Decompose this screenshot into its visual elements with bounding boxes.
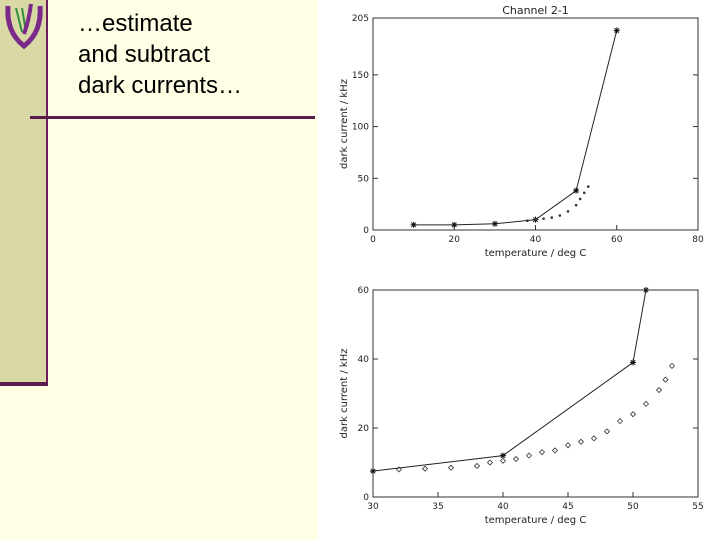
x-axis-label: temperature / deg C [485, 248, 587, 259]
data-point [642, 400, 650, 407]
data-point [542, 217, 545, 220]
x-tick-label: 40 [530, 235, 542, 245]
data-point [662, 376, 669, 383]
data-point [447, 464, 455, 471]
chart-zoomed: 30 35 40 45 50 55 0 20 40 60 temperature / deg C da… [339, 286, 704, 526]
x-tick-label: 50 [627, 502, 639, 512]
y-tick-label: 50 [358, 174, 370, 184]
y-tick-label: 100 [352, 123, 369, 133]
data-point [421, 465, 429, 472]
slide-line: and subtract [78, 41, 211, 68]
title-rule [30, 116, 315, 119]
data-point [603, 428, 611, 435]
data-point [410, 221, 417, 228]
x-tick-label: 60 [611, 235, 623, 245]
x-tick-label: 30 [367, 502, 379, 512]
data-point [573, 187, 580, 194]
x-tick-label: 35 [432, 502, 443, 512]
y-tick-label: 0 [363, 226, 369, 236]
y-tick-label: 20 [358, 424, 370, 434]
plot-frame [372, 17, 699, 231]
data-point [451, 221, 458, 228]
chart-title: Channel 2-1 [502, 4, 569, 17]
data-point [574, 203, 578, 207]
slide-line: …estimate [78, 10, 193, 37]
x-tick-label: 45 [562, 502, 573, 512]
series-line [372, 289, 647, 472]
data-point [500, 452, 506, 459]
data-point [370, 468, 376, 475]
data-point [558, 214, 562, 217]
plot-frame [372, 289, 699, 498]
data-point [582, 191, 586, 195]
y-tick-label: 40 [358, 355, 370, 365]
data-point [395, 466, 403, 473]
data-point [590, 435, 598, 442]
x-tick-label: 80 [692, 235, 704, 245]
x-tick-label: 20 [449, 235, 461, 245]
data-point [473, 462, 481, 470]
x-tick-label: 55 [692, 502, 703, 512]
data-point [616, 418, 624, 425]
data-point [578, 197, 582, 201]
y-tick-label: 205 [352, 14, 369, 24]
data-point [486, 459, 494, 466]
data-point [550, 216, 554, 219]
data-point [534, 218, 537, 221]
data-point [613, 27, 620, 34]
data-point [577, 438, 585, 445]
sidebar-bar [0, 0, 48, 385]
data-point [499, 457, 507, 464]
data-point [643, 287, 649, 293]
y-axis-label: dark current / kHz [339, 349, 350, 439]
series-line [413, 30, 618, 226]
chart-channel-2-1: 0 20 40 60 80 0 50 100 150 205 temperature / deg C… [339, 4, 704, 259]
data-point [551, 447, 559, 454]
data-point [564, 442, 572, 449]
data-point [629, 411, 637, 418]
data-point [655, 386, 663, 394]
sidebar-foot [0, 382, 48, 386]
data-point [566, 210, 570, 213]
x-axis-label: temperature / deg C [485, 515, 587, 526]
slide-line: dark currents… [78, 72, 243, 99]
y-tick-label: 150 [352, 71, 369, 81]
y-tick-label: 60 [358, 286, 370, 296]
data-point [587, 185, 590, 188]
slide-text: …estimate and subtract dark currents… [78, 8, 308, 101]
charts-panel: 0 20 40 60 80 0 50 100 150 205 temperature / deg C… [318, 0, 720, 540]
data-point [630, 359, 636, 366]
y-axis-label: dark current / kHz [339, 79, 350, 169]
university-shield-logo [5, 3, 43, 50]
data-point [512, 455, 520, 463]
data-point [526, 219, 529, 222]
y-tick-label: 0 [363, 493, 369, 503]
x-tick-label: 40 [497, 502, 509, 512]
data-point [538, 449, 546, 456]
data-point [668, 362, 676, 369]
data-point [525, 452, 533, 459]
x-tick-label: 0 [370, 235, 376, 245]
data-point [491, 220, 498, 227]
